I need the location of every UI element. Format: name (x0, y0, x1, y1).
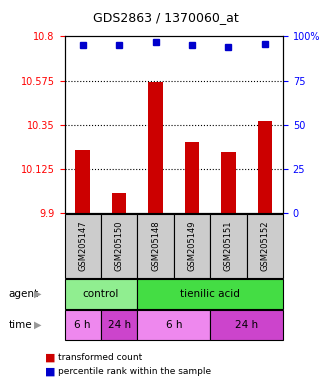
Text: 24 h: 24 h (235, 320, 258, 330)
Text: GSM205151: GSM205151 (224, 221, 233, 271)
Text: GSM205149: GSM205149 (187, 221, 197, 271)
Text: ▶: ▶ (34, 320, 42, 330)
Bar (221, 152, 236, 213)
Bar (185, 142, 199, 213)
Text: GSM205152: GSM205152 (260, 221, 269, 271)
Bar (148, 82, 163, 213)
Text: GSM205147: GSM205147 (78, 221, 87, 271)
Text: time: time (8, 320, 32, 330)
Text: GSM205148: GSM205148 (151, 221, 160, 271)
Text: agent: agent (8, 289, 38, 299)
Text: ■: ■ (45, 353, 55, 363)
Text: transformed count: transformed count (58, 353, 142, 362)
Text: tienilic acid: tienilic acid (180, 289, 240, 299)
Text: 6 h: 6 h (74, 320, 91, 330)
Text: ▶: ▶ (34, 289, 42, 299)
Bar (258, 121, 272, 213)
Text: 24 h: 24 h (108, 320, 131, 330)
Text: percentile rank within the sample: percentile rank within the sample (58, 367, 211, 376)
Bar (112, 194, 126, 213)
Text: control: control (83, 289, 119, 299)
Text: 6 h: 6 h (166, 320, 182, 330)
Bar (75, 150, 90, 213)
Text: ■: ■ (45, 366, 55, 376)
Text: GSM205150: GSM205150 (115, 221, 124, 271)
Text: GDS2863 / 1370060_at: GDS2863 / 1370060_at (93, 11, 238, 24)
